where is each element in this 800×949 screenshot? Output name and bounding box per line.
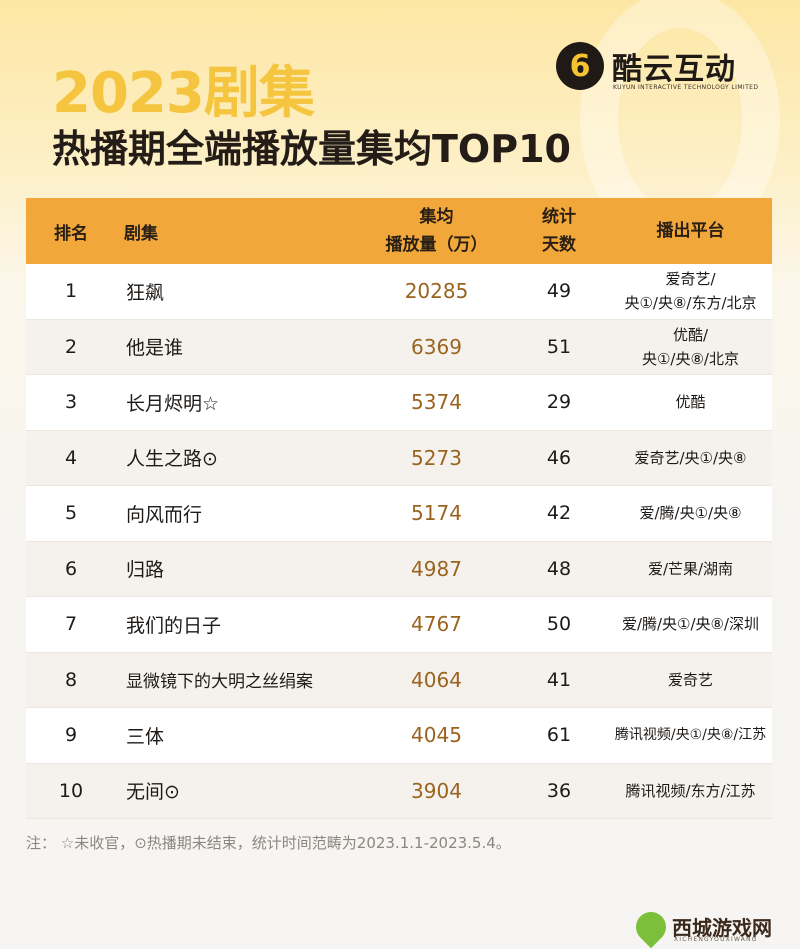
- table-header: 排名 剧集 集均 播放量（万） 统计 天数 播出平台: [26, 198, 772, 264]
- cell-views: 4987: [411, 556, 462, 581]
- cell-days: 36: [546, 779, 572, 802]
- cell-rank: 5: [64, 502, 78, 525]
- logo-name: 酷云互动: [612, 52, 736, 87]
- cell-days: 29: [546, 391, 572, 414]
- cell-rank: 9: [64, 724, 78, 747]
- cell-platform: 爱/芒果/湖南: [647, 559, 734, 578]
- header-days-line1: 统计: [542, 207, 576, 227]
- brand-logo: 6 酷云互动 KUYUN INTERACTIVE TECHNOLOGY LIMI…: [556, 42, 774, 98]
- cell-name: 我们的日子: [126, 614, 222, 637]
- cell-name: 他是谁: [126, 337, 184, 360]
- cell-name: 三体: [126, 725, 165, 748]
- ranking-table: 排名 剧集 集均 播放量（万） 统计 天数 播出平台 1 狂飙 20285 49…: [26, 198, 772, 819]
- cell-platform: 爱/腾/央①/央⑧/深圳: [621, 615, 760, 634]
- cell-views: 4045: [411, 723, 462, 748]
- cell-name: 向风而行: [126, 503, 203, 526]
- cell-platform: 爱奇艺/央①/央⑧: [634, 448, 747, 467]
- cell-days: 42: [546, 502, 572, 525]
- table-row: 5 向风而行 5174 42 爱/腾/央①/央⑧: [26, 486, 772, 542]
- cell-name: 人生之路⊙: [126, 448, 218, 471]
- cell-rank: 6: [64, 557, 78, 580]
- cell-days: 50: [546, 613, 572, 636]
- cell-rank: 1: [64, 280, 78, 303]
- cell-days: 49: [546, 280, 572, 303]
- cell-views: 20285: [404, 279, 469, 304]
- table-row: 8 显微镜下的大明之丝绢案 4064 41 爱奇艺: [26, 652, 772, 708]
- header-platform: 播出平台: [656, 221, 725, 241]
- table-row: 9 三体 4045 61 腾讯视频/央①/央⑧/江苏: [26, 708, 772, 764]
- logo-mark-icon: 6: [556, 42, 604, 90]
- cell-name: 归路: [126, 559, 165, 582]
- leaf-icon: [629, 905, 673, 949]
- cell-name: 无间⊙: [126, 781, 180, 804]
- watermark-name: 西城游戏网: [672, 916, 772, 940]
- cell-days: 46: [546, 446, 572, 469]
- cell-rank: 8: [64, 668, 78, 691]
- header-days-line2: 天数: [542, 235, 576, 255]
- watermark: 西城游戏网 XICHENGYOUXIWANG: [629, 905, 796, 949]
- table-row: 10 无间⊙ 3904 36 腾讯视频/东方/江苏: [26, 763, 772, 819]
- cell-name: 显微镜下的大明之丝绢案: [126, 672, 313, 693]
- page-title: 2023剧集: [52, 61, 315, 126]
- table-row: 6 归路 4987 48 爱/芒果/湖南: [26, 541, 772, 597]
- cell-platform: 腾讯视频/东方/江苏: [625, 781, 756, 800]
- logo-english-name: KUYUN INTERACTIVE TECHNOLOGY LIMITED: [613, 84, 759, 91]
- cell-platform: 优酷: [675, 393, 706, 412]
- header-rank: 排名: [54, 223, 88, 244]
- cell-name: 长月烬明☆: [126, 392, 220, 415]
- cell-views: 4767: [411, 612, 462, 637]
- cell-days: 61: [546, 724, 572, 747]
- cell-views: 5374: [411, 390, 462, 415]
- cell-views: 5174: [411, 501, 462, 526]
- page-subtitle: 热播期全端播放量集均TOP10: [52, 127, 571, 171]
- cell-platform: 优酷/ 央①/央⑧/北京: [609, 323, 772, 371]
- cell-views: 4064: [411, 667, 462, 692]
- header-views-line1: 集均: [419, 207, 454, 227]
- cell-platform: 爱奇艺: [667, 670, 713, 689]
- header-views: 集均 播放量（万）: [364, 203, 509, 259]
- cell-days: 51: [546, 335, 572, 358]
- header-name: 剧集: [124, 223, 158, 244]
- cell-platform-line1: 优酷/: [672, 325, 709, 344]
- cell-rank: 7: [64, 613, 78, 636]
- cell-days: 41: [546, 668, 572, 691]
- watermark-sub: XICHENGYOUXIWANG: [674, 936, 758, 943]
- table-row: 1 狂飙 20285 49 爱奇艺/ 央①/央⑧/东方/北京: [26, 264, 772, 320]
- cell-platform: 腾讯视频/央①/央⑧/江苏: [614, 727, 767, 744]
- footnote: 注： ☆未收官，⊙热播期未结束，统计时间范畴为2023.1.1-2023.5.4…: [26, 834, 511, 852]
- cell-days: 48: [546, 557, 572, 580]
- cell-rank: 10: [58, 779, 84, 802]
- cell-name: 狂飙: [126, 281, 165, 304]
- cell-views: 5273: [411, 445, 462, 470]
- cell-rank: 3: [64, 391, 78, 414]
- table-row: 4 人生之路⊙ 5273 46 爱奇艺/央①/央⑧: [26, 430, 772, 486]
- cell-views: 3904: [411, 778, 462, 803]
- cell-platform-line2: 央①/央⑧/北京: [641, 349, 739, 368]
- cell-platform: 爱/腾/央①/央⑧: [639, 504, 742, 523]
- cell-platform: 爱奇艺/ 央①/央⑧/东方/北京: [609, 267, 772, 315]
- header-views-line2: 播放量（万）: [385, 235, 488, 255]
- cell-platform-line1: 爱奇艺/: [665, 270, 716, 289]
- cell-views: 6369: [411, 334, 462, 359]
- table-row: 2 他是谁 6369 51 优酷/ 央①/央⑧/北京: [26, 319, 772, 375]
- header-days: 统计 天数: [509, 203, 609, 259]
- table-row: 3 长月烬明☆ 5374 29 优酷: [26, 375, 772, 431]
- cell-rank: 4: [64, 446, 78, 469]
- cell-rank: 2: [64, 335, 78, 358]
- table-row: 7 我们的日子 4767 50 爱/腾/央①/央⑧/深圳: [26, 597, 772, 653]
- cell-platform-line2: 央①/央⑧/东方/北京: [624, 294, 757, 313]
